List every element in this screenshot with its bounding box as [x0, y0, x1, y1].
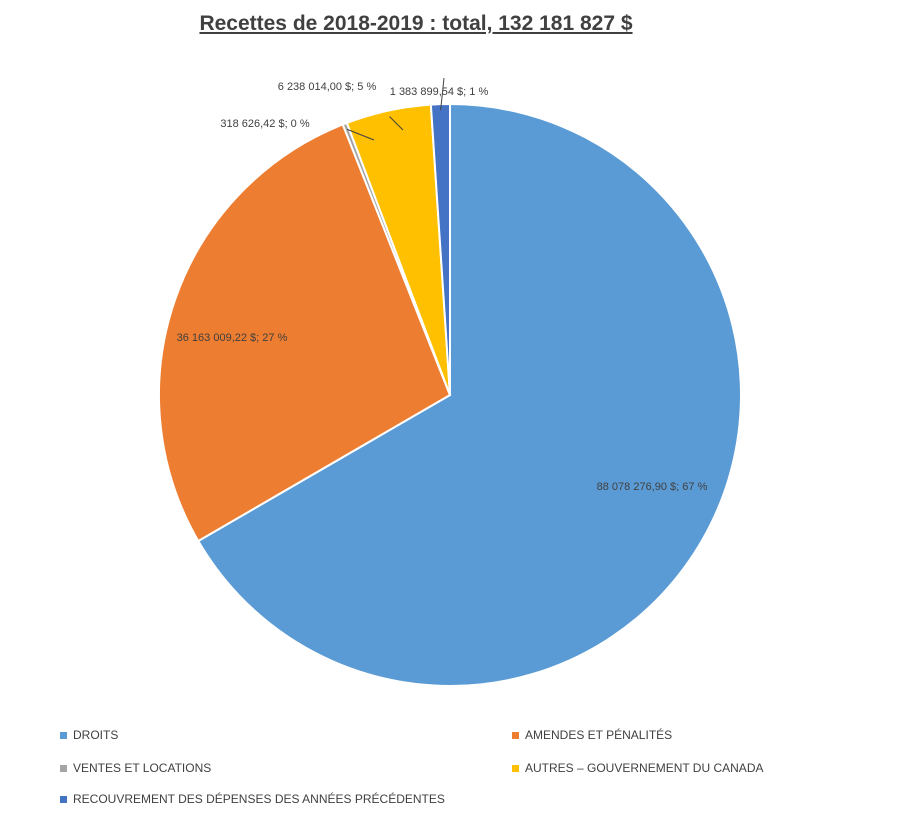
- data-label-1: 36 163 009,22 $; 27 %: [177, 332, 288, 344]
- legend-item-amendes: AMENDES ET PÉNALITÉS: [512, 728, 672, 742]
- data-label-2: 318 626,42 $; 0 %: [220, 118, 310, 130]
- legend-label: AMENDES ET PÉNALITÉS: [525, 728, 673, 742]
- legend-swatch: [60, 795, 67, 803]
- data-label-0: 88 078 276,90 $; 67 %: [597, 481, 708, 493]
- legend-item-ventes: VENTES ET LOCATIONS: [60, 761, 211, 775]
- leader-line-4: [440, 77, 445, 111]
- legend-swatch: [60, 764, 67, 772]
- legend-label: AUTRES – GOUVERNEMENT DU CANADA: [525, 761, 764, 775]
- pie-slice-4: [429, 102, 451, 396]
- legend-item-droits: DROITS: [60, 728, 118, 742]
- legend-swatch: [512, 731, 519, 739]
- leader-line-3: [389, 116, 404, 131]
- legend-swatch: [512, 764, 519, 772]
- legend-item-recouvrement: RECOUVREMENT DES DÉPENSES DES ANNÉES PRÉ…: [60, 792, 445, 806]
- legend-label: DROITS: [73, 728, 119, 742]
- data-label-4: 1 383 899,54 $; 1 %: [390, 86, 489, 98]
- pie-slice-0: [196, 102, 742, 687]
- leader-line-2: [346, 128, 375, 141]
- data-label-3: 6 238 014,00 $; 5 %: [278, 81, 377, 93]
- legend-label: RECOUVREMENT DES DÉPENSES DES ANNÉES PRÉ…: [73, 792, 445, 806]
- pie-slice-1: [157, 123, 452, 543]
- chart-title: Recettes de 2018-2019 : total, 132 181 8…: [199, 12, 633, 35]
- legend-swatch: [60, 731, 67, 739]
- legend-item-autres: AUTRES – GOUVERNEMENT DU CANADA: [512, 761, 763, 775]
- legend-label: VENTES ET LOCATIONS: [73, 761, 212, 775]
